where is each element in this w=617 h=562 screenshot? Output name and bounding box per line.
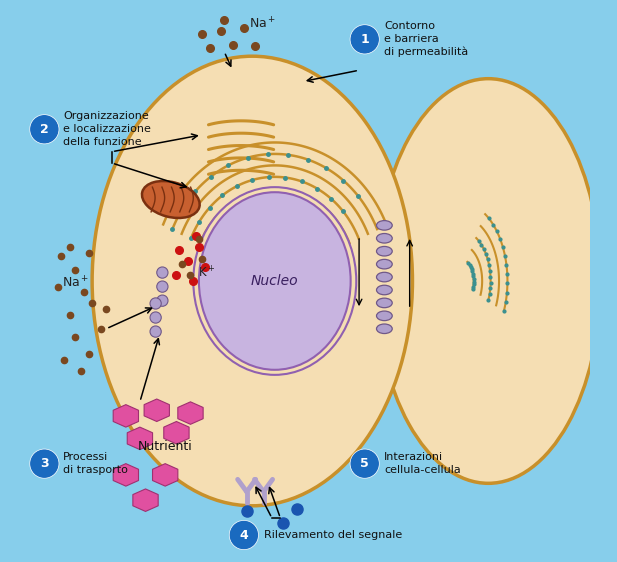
Ellipse shape xyxy=(157,295,168,306)
Text: Nutrienti: Nutrienti xyxy=(138,440,193,454)
Ellipse shape xyxy=(376,324,392,334)
Polygon shape xyxy=(113,464,138,486)
Ellipse shape xyxy=(376,79,601,483)
Polygon shape xyxy=(113,405,138,427)
Ellipse shape xyxy=(157,281,168,292)
Ellipse shape xyxy=(150,312,161,323)
Text: Na$^+$: Na$^+$ xyxy=(62,275,89,291)
Polygon shape xyxy=(164,422,189,444)
Polygon shape xyxy=(144,399,170,422)
Ellipse shape xyxy=(92,56,413,506)
Circle shape xyxy=(30,449,59,478)
Ellipse shape xyxy=(157,267,168,278)
Ellipse shape xyxy=(193,187,356,375)
Text: 5: 5 xyxy=(360,457,369,470)
Ellipse shape xyxy=(150,298,161,309)
Ellipse shape xyxy=(376,273,392,282)
Polygon shape xyxy=(152,464,178,486)
Text: Rilevamento del segnale: Rilevamento del segnale xyxy=(263,530,402,540)
Circle shape xyxy=(350,449,379,478)
Circle shape xyxy=(30,115,59,144)
Ellipse shape xyxy=(376,221,392,230)
Ellipse shape xyxy=(376,260,392,269)
Ellipse shape xyxy=(376,285,392,294)
Text: Na$^+$: Na$^+$ xyxy=(249,16,276,32)
Ellipse shape xyxy=(150,326,161,337)
Text: Organizzazione
e localizzazione
della funzione: Organizzazione e localizzazione della fu… xyxy=(63,111,151,147)
Polygon shape xyxy=(178,402,203,424)
Text: K$^+$: K$^+$ xyxy=(197,265,215,280)
Polygon shape xyxy=(133,489,158,511)
Ellipse shape xyxy=(376,298,392,308)
Ellipse shape xyxy=(142,181,200,218)
Text: 1: 1 xyxy=(360,33,369,46)
Text: Processi
di trasporto: Processi di trasporto xyxy=(63,452,128,475)
Text: 3: 3 xyxy=(40,457,49,470)
Ellipse shape xyxy=(199,192,350,370)
Ellipse shape xyxy=(376,311,392,320)
Text: Interazioni
cellula-cellula: Interazioni cellula-cellula xyxy=(384,452,461,475)
Circle shape xyxy=(350,25,379,54)
Ellipse shape xyxy=(376,246,392,256)
Circle shape xyxy=(230,520,259,550)
Polygon shape xyxy=(127,427,152,450)
Text: Contorno
e barriera
di permeabilità: Contorno e barriera di permeabilità xyxy=(384,21,469,57)
Text: Nucleo: Nucleo xyxy=(251,274,299,288)
Text: 4: 4 xyxy=(239,528,248,542)
Text: 2: 2 xyxy=(40,123,49,136)
Ellipse shape xyxy=(376,234,392,243)
